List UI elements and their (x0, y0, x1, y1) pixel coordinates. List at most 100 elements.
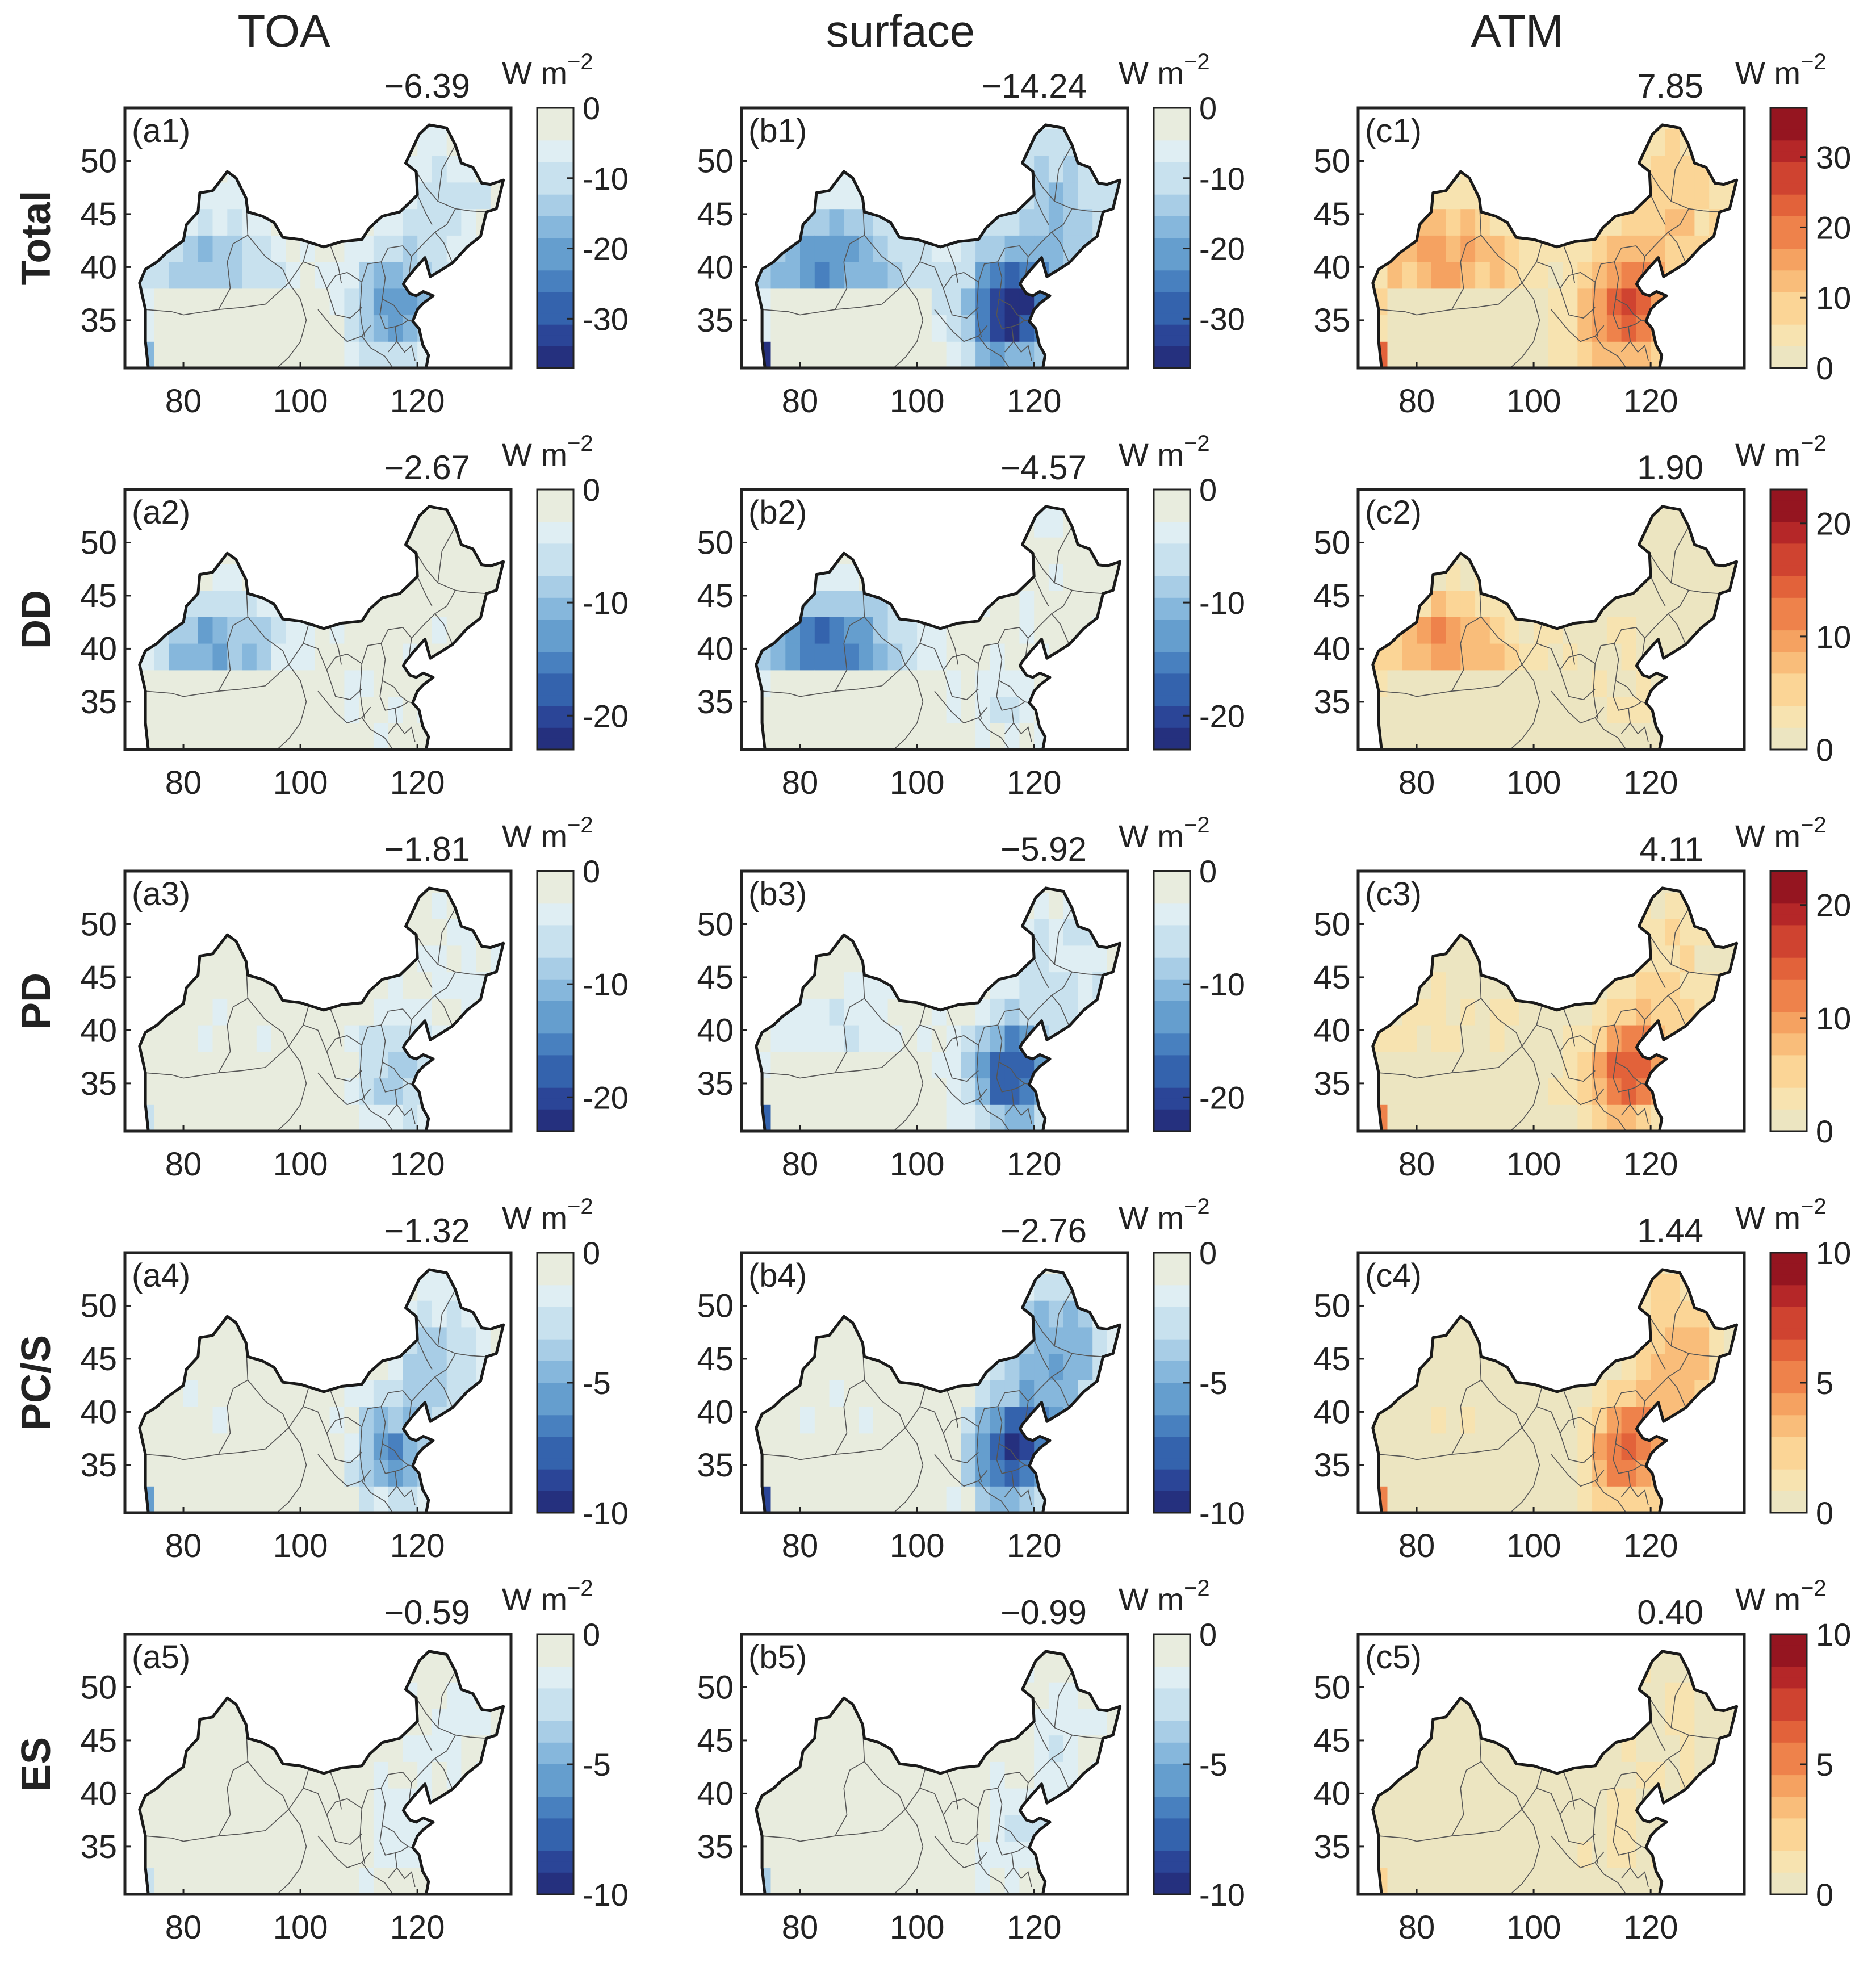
y-tick-label: 45 (697, 959, 734, 996)
map-panel-a5: (a5) −0.59 50 45 40 35 80 100 120 0 -5 -10 W m−2 (80, 1576, 628, 1946)
country-outline (755, 886, 1122, 1133)
y-tick-label: 35 (697, 684, 734, 721)
colorbar-tick-label: 20 (1816, 888, 1851, 923)
y-tick-label: 35 (80, 684, 117, 721)
mean-value: 0.40 (1637, 1593, 1703, 1631)
x-tick-label: 100 (273, 1146, 328, 1183)
axes-frame (740, 869, 1129, 1133)
unit-label: W m−2 (502, 1576, 593, 1617)
colorbar-tick-label: -30 (583, 301, 629, 337)
colorbar-tick-label: 0 (1816, 1114, 1833, 1149)
y-tick-label: 35 (1313, 1447, 1350, 1484)
colorbar-tick-label: -10 (583, 161, 629, 196)
y-tick-label: 45 (80, 196, 117, 233)
row-title-total: Total (14, 191, 59, 286)
y-tick-label: 35 (80, 302, 117, 339)
x-tick-label: 120 (1007, 1909, 1062, 1946)
x-tick-label: 120 (1007, 1527, 1062, 1564)
x-tick-label: 100 (890, 383, 945, 420)
x-tick-label: 80 (1398, 383, 1435, 420)
y-tick-label: 35 (697, 1828, 734, 1865)
x-tick-label: 120 (390, 383, 445, 420)
x-tick-label: 80 (782, 383, 819, 420)
y-tick-label: 40 (1313, 1012, 1350, 1049)
x-tick-label: 100 (1506, 383, 1561, 420)
y-tick-label: 45 (80, 577, 117, 614)
country-outline (755, 1650, 1122, 1896)
y-tick-label: 40 (697, 1775, 734, 1812)
x-tick-label: 120 (390, 764, 445, 801)
province-borders (1379, 1290, 1720, 1513)
y-tick-label: 40 (697, 249, 734, 286)
colorbar-tick-label: 10 (1816, 1235, 1851, 1271)
y-tick-label: 50 (80, 143, 117, 179)
colorbar-tick-label: 5 (1816, 1747, 1833, 1782)
y-tick-label: 35 (1313, 684, 1350, 721)
colorbar-tick-label: -10 (583, 1495, 629, 1531)
panel-label: (a4) (132, 1257, 190, 1294)
unit-label: W m−2 (1735, 431, 1827, 472)
province-borders (1379, 145, 1720, 369)
colorbar-tick-label: -10 (1199, 966, 1245, 1002)
colorbar-tick-label: -30 (1199, 301, 1245, 337)
x-tick-label: 100 (890, 1146, 945, 1183)
x-tick-label: 120 (1007, 383, 1062, 420)
map-panel-b4: (b4) −2.76 50 45 40 35 80 100 120 0 -5 -10 W m−2 (697, 1194, 1245, 1564)
y-tick-label: 50 (697, 906, 734, 943)
colorbar: 0 -5 -10 W m−2 (1119, 1576, 1245, 1912)
x-tick-label: 120 (390, 1909, 445, 1946)
y-tick-label: 40 (1313, 1775, 1350, 1812)
country-outline (1371, 886, 1739, 1133)
country-outline (1371, 505, 1739, 751)
panel-label: (b5) (748, 1639, 807, 1676)
x-tick-label: 120 (390, 1527, 445, 1564)
colorbar-tick-label: 0 (1199, 472, 1217, 508)
x-tick-label: 80 (165, 383, 202, 420)
axes-frame (123, 1633, 513, 1896)
province-borders (762, 145, 1103, 369)
colorbar-tick-label: 20 (1816, 210, 1851, 245)
x-tick-label: 120 (1007, 1146, 1062, 1183)
panel-label: (c4) (1365, 1257, 1422, 1294)
map-panel-a2: (a2) −2.67 50 45 40 35 80 100 120 0 -10 -20 W m−2 (80, 431, 628, 801)
mean-value: −1.81 (384, 830, 470, 868)
colorbar: 0 -10 -20 W m−2 (1119, 431, 1245, 751)
x-tick-label: 80 (165, 1146, 202, 1183)
panel-label: (b1) (748, 112, 807, 149)
y-tick-label: 35 (1313, 1828, 1350, 1865)
colorbar-tick-label: 20 (1816, 506, 1851, 542)
colorbar-tick-label: -20 (583, 231, 629, 267)
colorbar: 0 -10 -20 W m−2 (1119, 813, 1245, 1132)
y-tick-label: 35 (1313, 1065, 1350, 1102)
y-tick-label: 45 (697, 196, 734, 233)
map-panel-a3: (a3) −1.81 50 45 40 35 80 100 120 0 -10 -20 W m−2 (80, 813, 628, 1183)
x-tick-label: 100 (1506, 1146, 1561, 1183)
row-title-pc-s: PC/S (14, 1335, 59, 1430)
row-title-dd: DD (14, 590, 59, 649)
axes-frame (123, 1251, 513, 1514)
colorbar-tick-label: -10 (1199, 1495, 1245, 1531)
column-titles: TOA surface ATM (237, 6, 1563, 56)
province-borders (1379, 1671, 1720, 1895)
y-tick-label: 50 (697, 524, 734, 561)
x-tick-label: 120 (1623, 383, 1678, 420)
axes-frame (123, 106, 513, 370)
colorbar-tick-label: -5 (1199, 1365, 1228, 1401)
row-titles: Total DD PD PC/S ES (14, 191, 59, 1792)
y-tick-label: 50 (80, 1287, 117, 1324)
y-tick-label: 45 (1313, 1341, 1350, 1378)
x-tick-label: 80 (782, 764, 819, 801)
y-tick-label: 35 (697, 1065, 734, 1102)
colorbar: 0 -10 -20 W m−2 (502, 813, 629, 1132)
map-panel-a4: (a4) −1.32 50 45 40 35 80 100 120 0 -5 -10 W m−2 (80, 1194, 628, 1564)
y-tick-label: 50 (1313, 143, 1350, 179)
x-tick-label: 100 (1506, 1909, 1561, 1946)
panel-label: (c1) (1365, 112, 1422, 149)
unit-label: W m−2 (1735, 813, 1827, 854)
y-tick-label: 35 (697, 302, 734, 339)
colorbar-tick-label: -10 (583, 585, 629, 621)
